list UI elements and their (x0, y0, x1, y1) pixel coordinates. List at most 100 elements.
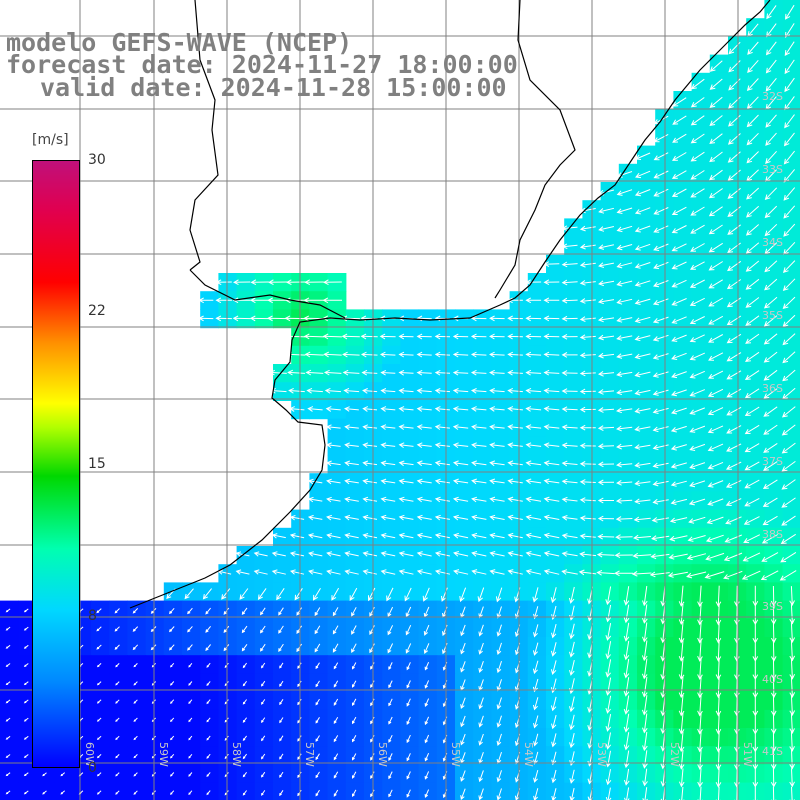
wind-arrow (726, 388, 742, 398)
wind-arrow (568, 586, 575, 604)
longitude-label: 51W (741, 742, 754, 767)
wind-arrow (727, 206, 742, 217)
wind-arrow (315, 662, 320, 670)
wind-arrow (380, 496, 396, 503)
wind-arrow (441, 587, 448, 602)
wind-arrow (343, 387, 360, 394)
wind-arrow (783, 132, 795, 147)
wind-arrow (452, 496, 469, 503)
wind-arrow (708, 352, 724, 361)
wind-arrow (489, 532, 505, 539)
wind-arrow (745, 242, 760, 254)
wind-arrow (434, 424, 450, 430)
wind-arrow (115, 681, 120, 686)
wind-arrow (689, 352, 706, 361)
wind-arrow (452, 442, 469, 449)
wind-arrow (634, 426, 651, 432)
wind-arrow (550, 587, 557, 604)
wind-arrow (169, 772, 175, 777)
wind-arrow (709, 115, 723, 127)
wind-arrow (623, 640, 630, 661)
wind-arrow (424, 753, 430, 762)
wind-arrow (616, 407, 633, 414)
wind-arrow (308, 569, 323, 575)
wind-arrow (187, 626, 193, 633)
wind-arrow (596, 551, 615, 558)
river-outline (189, 0, 576, 319)
wind-arrow (671, 170, 687, 179)
wind-arrow (697, 694, 703, 717)
wind-arrow (398, 424, 414, 430)
wind-arrow (188, 735, 193, 741)
wind-arrow (707, 480, 724, 488)
wind-arrow (605, 641, 612, 660)
wind-arrow (326, 460, 341, 467)
wind-arrow (569, 787, 575, 800)
wind-arrow (752, 786, 758, 800)
wind-arrow (279, 771, 284, 778)
colorbar (32, 160, 80, 768)
wind-arrow (543, 406, 560, 412)
wind-arrow (253, 569, 268, 575)
wind-arrow (307, 533, 323, 539)
wind-arrow (312, 587, 321, 601)
longitude-label: 55W (449, 742, 462, 767)
wind-arrow (779, 570, 797, 581)
wind-arrow (725, 516, 742, 525)
wind-arrow (690, 188, 705, 198)
wind-arrow (671, 298, 687, 306)
wind-arrow (623, 622, 630, 642)
wind-arrow (697, 658, 703, 681)
wind-arrow (781, 515, 796, 526)
longitude-label: 53W (595, 742, 608, 767)
wind-arrow (569, 732, 575, 749)
wind-arrow (745, 297, 760, 308)
wind-arrow (616, 207, 633, 214)
wind-arrow (770, 786, 777, 800)
colorbar-tick-0: 0 (88, 760, 97, 776)
wind-arrow (543, 550, 560, 557)
wind-arrow (616, 479, 633, 486)
wind-arrow (723, 552, 743, 562)
wind-arrow (678, 768, 685, 788)
wind-arrow (434, 496, 450, 503)
wind-arrow (781, 479, 796, 490)
wind-arrow (344, 442, 359, 449)
wind-arrow (641, 658, 648, 680)
wind-arrow (743, 516, 760, 525)
wind-arrow (634, 298, 651, 305)
wind-arrow (169, 699, 175, 704)
wind-arrow (632, 552, 652, 559)
wind-arrow (249, 297, 270, 304)
wind-arrow (288, 387, 305, 394)
wind-arrow (633, 534, 651, 541)
wind-arrow (478, 733, 484, 746)
wind-arrow (623, 768, 630, 786)
wind-arrow (789, 658, 796, 680)
wind-arrow (747, 41, 759, 55)
wind-arrow (115, 735, 120, 741)
wind-arrow (616, 225, 633, 233)
wind-arrow (322, 297, 342, 304)
wind-arrow (634, 444, 651, 450)
wind-arrow (279, 790, 284, 797)
wind-arrow (198, 315, 214, 322)
wind-arrow (715, 768, 722, 788)
wind-arrow (416, 388, 432, 394)
wind-arrow (746, 187, 760, 200)
wind-arrow (323, 369, 342, 376)
wind-arrow (678, 603, 685, 626)
wind-arrow (496, 606, 502, 619)
latitude-label: 32S (762, 90, 783, 103)
wind-arrow (496, 733, 502, 746)
wind-arrow (669, 517, 688, 524)
wind-arrow (470, 351, 487, 358)
wind-arrow (96, 717, 102, 722)
wind-arrow (489, 388, 505, 394)
wind-arrow (634, 353, 651, 360)
wind-arrow (708, 224, 723, 235)
wind-arrow (532, 642, 539, 656)
wind-arrow (471, 496, 487, 503)
wind-arrow (169, 790, 175, 795)
wind-arrow (115, 790, 120, 795)
